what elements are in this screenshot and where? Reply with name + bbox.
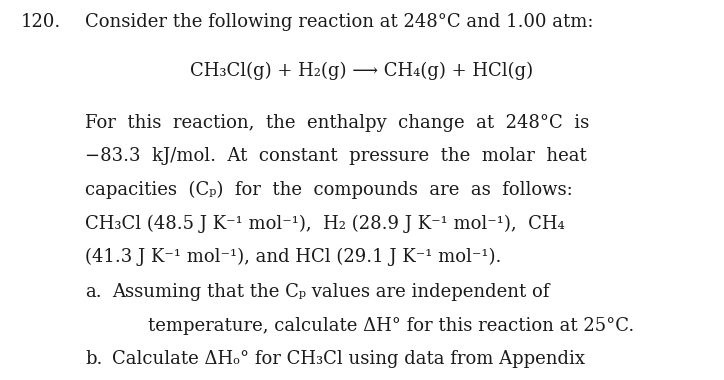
Text: CH₃Cl (48.5 J K⁻¹ mol⁻¹),  H₂ (28.9 J K⁻¹ mol⁻¹),  CH₄: CH₃Cl (48.5 J K⁻¹ mol⁻¹), H₂ (28.9 J K⁻¹…	[85, 214, 565, 233]
Text: a.: a.	[85, 283, 102, 301]
Text: Consider the following reaction at 248°C and 1.00 atm:: Consider the following reaction at 248°C…	[85, 13, 594, 31]
Text: capacities  (Cₚ)  for  the  compounds  are  as  follows:: capacities (Cₚ) for the compounds are as…	[85, 181, 573, 199]
Text: −83.3  kJ/mol.  At  constant  pressure  the  molar  heat: −83.3 kJ/mol. At constant pressure the m…	[85, 147, 587, 165]
Text: For  this  reaction,  the  enthalpy  change  at  248°C  is: For this reaction, the enthalpy change a…	[85, 114, 589, 132]
Text: Assuming that the Cₚ values are independent of: Assuming that the Cₚ values are independ…	[112, 283, 550, 301]
Text: CH₃Cl(g) + H₂(g) ⟶ CH₄(g) + HCl(g): CH₃Cl(g) + H₂(g) ⟶ CH₄(g) + HCl(g)	[190, 62, 534, 80]
Text: 120.: 120.	[20, 13, 61, 31]
Text: Calculate ΔHₒ° for CH₃Cl using data from Appendix: Calculate ΔHₒ° for CH₃Cl using data from…	[112, 350, 585, 368]
Text: temperature, calculate ΔH° for this reaction at 25°C.: temperature, calculate ΔH° for this reac…	[148, 317, 635, 334]
Text: (41.3 J K⁻¹ mol⁻¹), and HCl (29.1 J K⁻¹ mol⁻¹).: (41.3 J K⁻¹ mol⁻¹), and HCl (29.1 J K⁻¹ …	[85, 248, 502, 266]
Text: b.: b.	[85, 350, 103, 368]
